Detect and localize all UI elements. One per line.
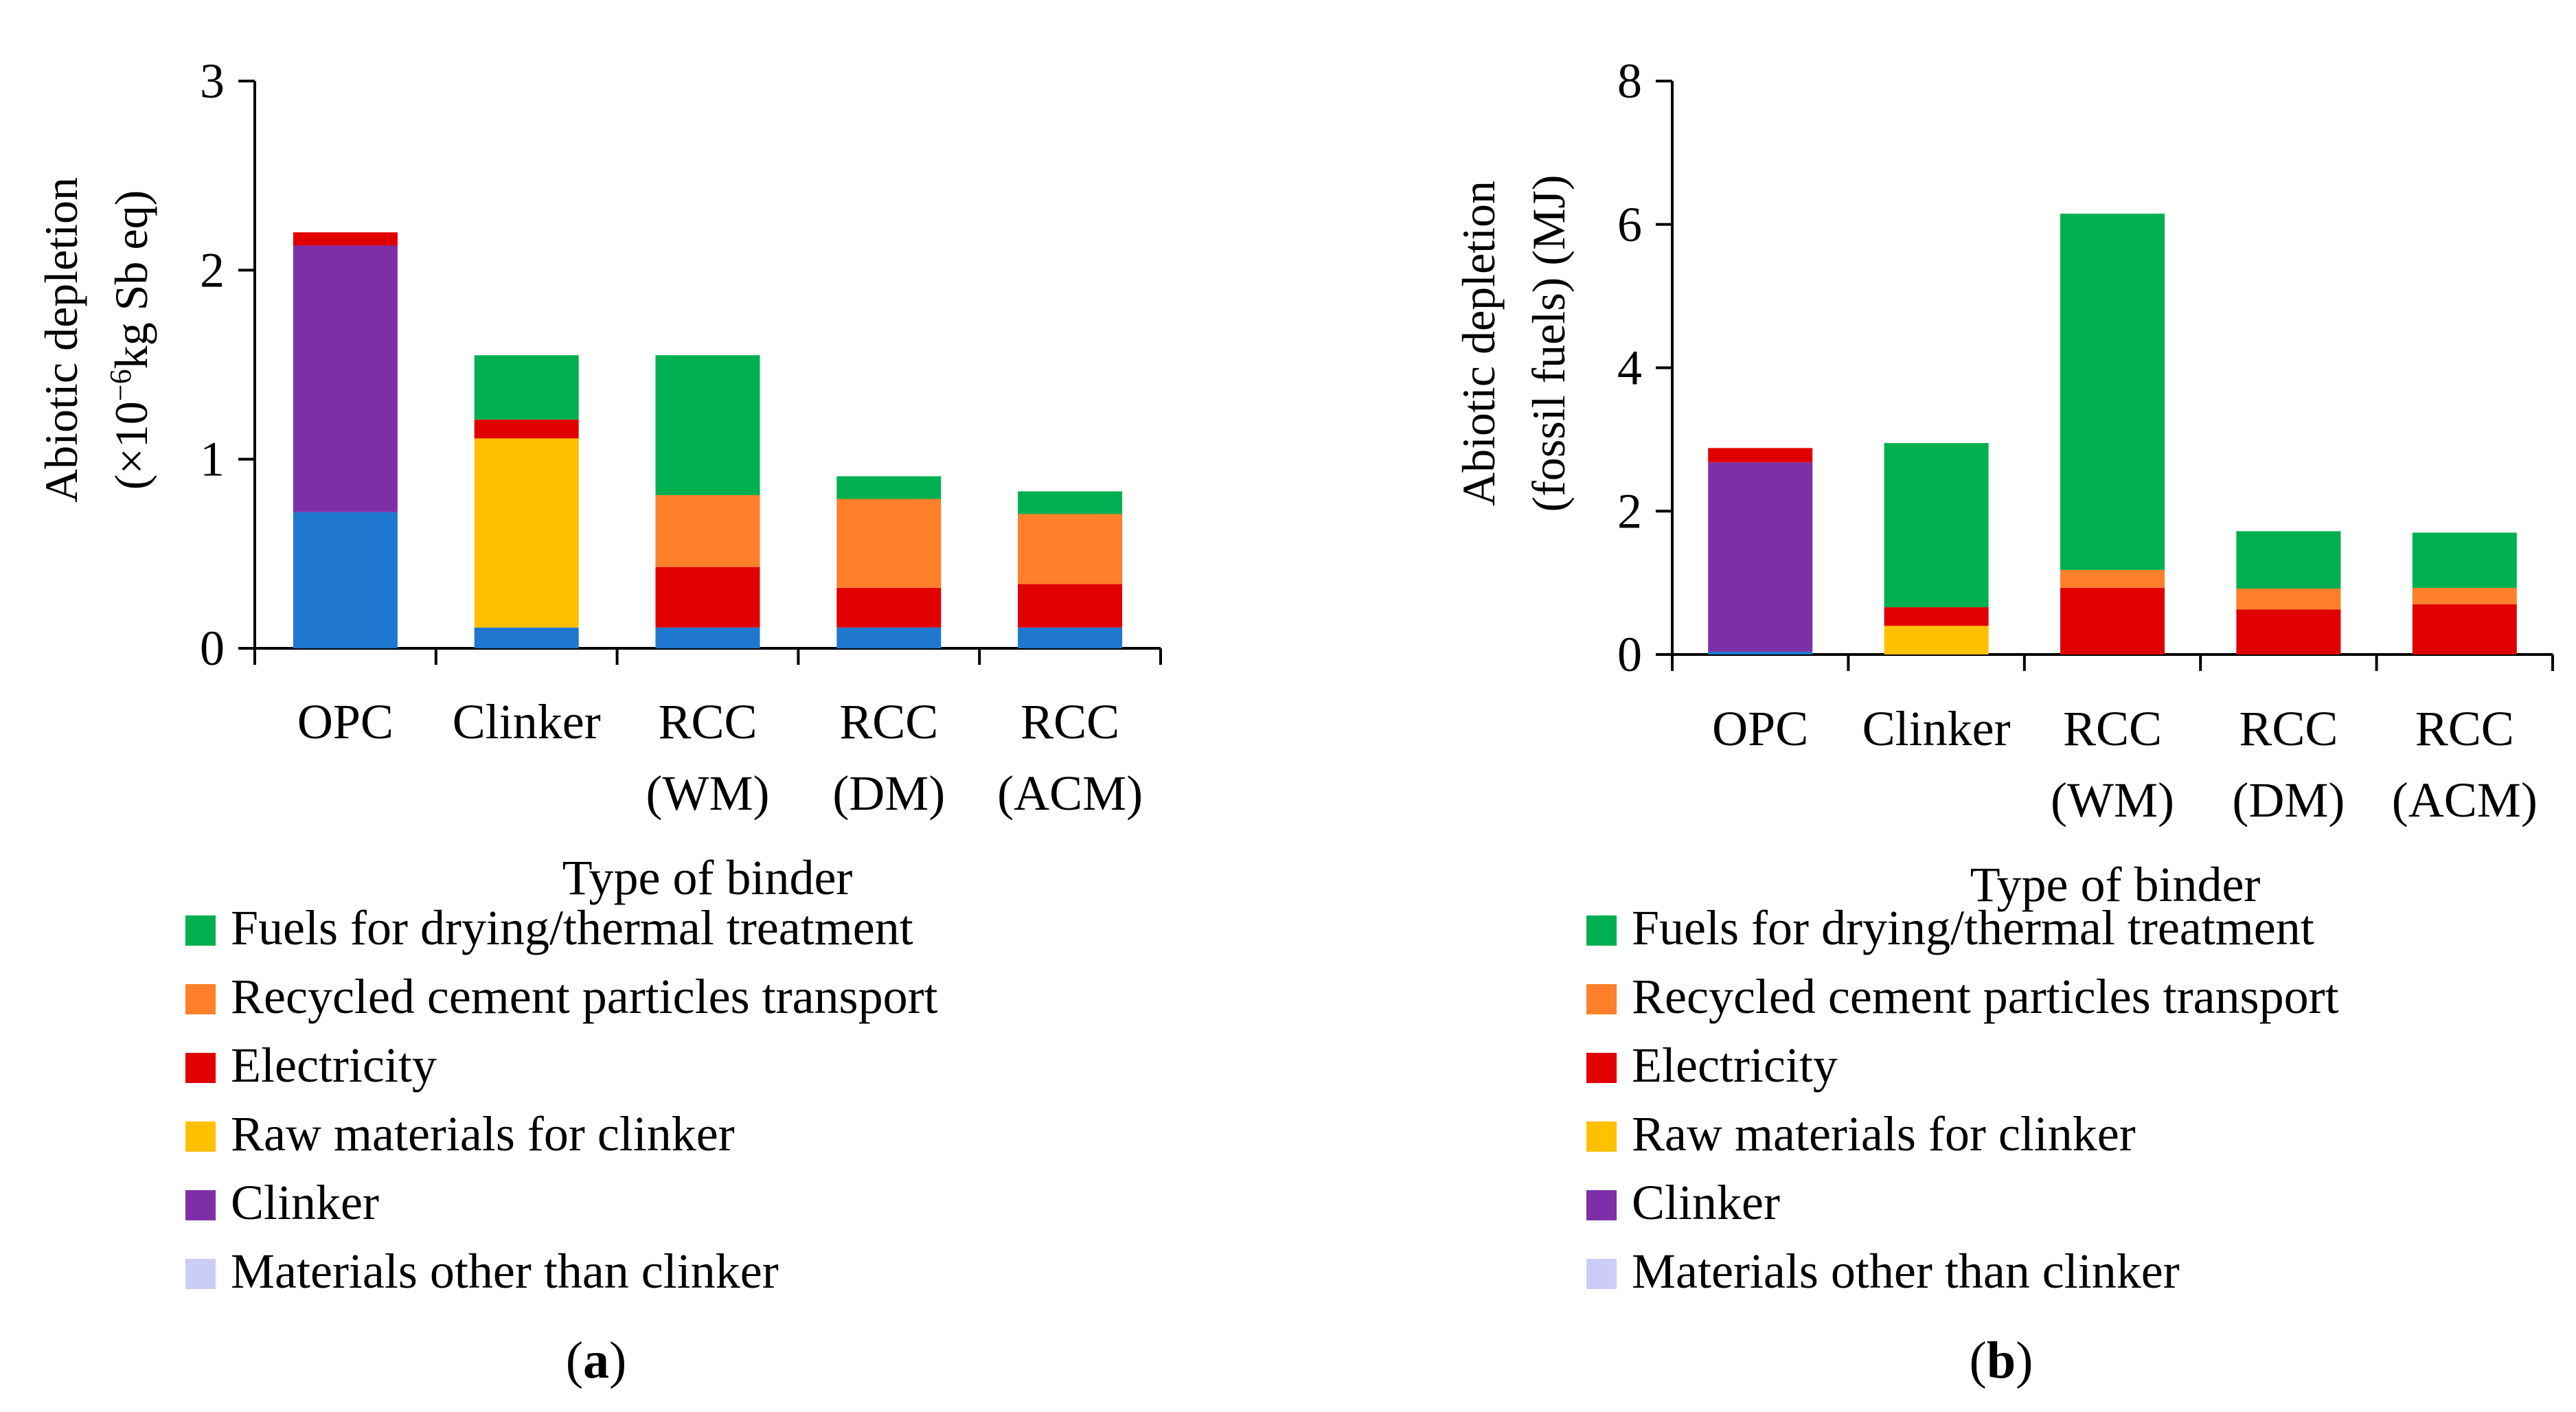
legend-swatch (1586, 1259, 1617, 1289)
bar-segment-fuels-for-drying-thermal-treatment (1018, 491, 1123, 514)
category-label: OPC (297, 694, 394, 749)
category-label: Clinker (1862, 701, 2011, 756)
legend-swatch (185, 915, 216, 946)
chart-panel-a: Abiotic depletion (×10−6kg Sb eq) 0 1 2 3 O… (35, 54, 1162, 1389)
y-axis-title-a-line2: (×10−6kg Sb eq) (104, 190, 157, 490)
bar-segment-electricity (1884, 607, 1989, 626)
y-tick-label: 2 (1617, 483, 1642, 538)
bar-segment-recycled-cement-particles-transport (1018, 514, 1123, 584)
panel-label-b: (b) (1970, 1332, 2033, 1389)
y-tick-label: 6 (1617, 197, 1642, 252)
legend-label: Materials other than clinker (231, 1244, 779, 1299)
bar-segment-electricity (1708, 448, 1813, 463)
bar-segment-electricity (2060, 587, 2165, 654)
legend-swatch (185, 984, 216, 1014)
category-label: Clinker (453, 694, 601, 749)
legend-swatch (1586, 1190, 1617, 1220)
legend-label: Raw materials for clinker (231, 1106, 735, 1161)
legend-label: Materials other than clinker (1632, 1244, 2180, 1299)
y-tick-label: 0 (1617, 627, 1642, 682)
legend-label: Clinker (231, 1175, 379, 1230)
bar-segment-recycled-cement-particles-transport (2060, 569, 2165, 588)
bar-segment-materials-other-than-clinker (474, 627, 579, 648)
bar-segment-electricity (655, 567, 760, 628)
category-label: RCC (1021, 694, 1119, 749)
panel-label-a: (a) (566, 1332, 627, 1389)
bar-segment-raw-materials-for-clinker (1884, 626, 1989, 654)
legend-swatch (185, 1121, 216, 1152)
bar-segment-materials-other-than-clinker (293, 512, 398, 648)
legend-swatch (185, 1259, 216, 1289)
category-label: (DM) (832, 766, 945, 821)
bar-segment-materials-other-than-clinker (655, 627, 760, 648)
y-tick-label: 8 (1617, 54, 1642, 109)
x-axis-title-b: Type of binder (1970, 857, 2261, 912)
legend-swatch (1586, 1053, 1617, 1083)
legend-swatch (185, 1053, 216, 1083)
legend-swatch (1586, 984, 1617, 1014)
category-label: OPC (1712, 701, 1808, 756)
bar-segment-fuels-for-drying-thermal-treatment (655, 355, 760, 495)
category-label: RCC (2239, 701, 2338, 756)
y-tick-label: 3 (200, 54, 225, 109)
bar-segment-materials-other-than-clinker (1708, 651, 1813, 654)
bar-segment-materials-other-than-clinker (836, 627, 942, 648)
legend-label: Recycled cement particles transport (231, 969, 938, 1024)
bar-segment-fuels-for-drying-thermal-treatment (836, 476, 942, 499)
category-label: (WM) (646, 766, 770, 821)
y-tick-label: 0 (200, 621, 225, 676)
category-label: RCC (2063, 701, 2162, 756)
y-tick-label: 2 (200, 242, 225, 297)
bar-segment-recycled-cement-particles-transport (836, 499, 942, 588)
bar-segment-electricity (1018, 584, 1123, 628)
y-axis-title-b-line2: (fossil fuels) (MJ) (1523, 174, 1575, 512)
legend-label: Recycled cement particles transport (1632, 969, 2339, 1024)
category-label: RCC (658, 694, 757, 749)
legend-label: Electricity (1632, 1038, 1838, 1093)
category-label: RCC (839, 694, 938, 749)
legend-swatch (1586, 1121, 1617, 1152)
category-label: (DM) (2232, 773, 2345, 828)
legend-label: Clinker (1632, 1175, 1780, 1230)
bar-segment-fuels-for-drying-thermal-treatment (474, 355, 579, 420)
legend-label: Fuels for drying/thermal treatment (231, 900, 913, 955)
x-axis-title-a: Type of binder (562, 850, 853, 905)
y-tick-label: 1 (200, 432, 225, 487)
bar-segment-clinker (293, 245, 398, 512)
bar-segment-electricity (2236, 609, 2341, 654)
bar-segment-clinker (1708, 462, 1813, 652)
bar-segment-fuels-for-drying-thermal-treatment (2412, 532, 2517, 588)
legend-swatch (1586, 915, 1617, 946)
legend-label: Fuels for drying/thermal treatment (1632, 900, 2314, 955)
category-label: RCC (2415, 701, 2514, 756)
bar-segment-recycled-cement-particles-transport (655, 494, 760, 567)
bar-segment-materials-other-than-clinker (1018, 627, 1123, 648)
category-label: (WM) (2051, 773, 2174, 828)
bar-segment-electricity (2412, 604, 2517, 654)
legend-label: Raw materials for clinker (1632, 1106, 2136, 1161)
bar-segment-recycled-cement-particles-transport (2236, 588, 2341, 610)
y-axis-title-b: Abiotic depletion (1452, 181, 1505, 506)
bar-segment-fuels-for-drying-thermal-treatment (2236, 531, 2341, 589)
bar-segment-electricity (293, 232, 398, 246)
chart-panel-b: Abiotic depletion (fossil fuels) (MJ) 0 2… (1452, 54, 2554, 1389)
category-label: (ACM) (2392, 773, 2538, 828)
bar-segment-recycled-cement-particles-transport (2412, 587, 2517, 604)
y-tick-label: 4 (1617, 341, 1642, 396)
legend-label: Electricity (231, 1038, 437, 1093)
bar-segment-electricity (836, 587, 942, 628)
category-label: (ACM) (997, 766, 1143, 821)
y-axis-title-a: Abiotic depletion (35, 177, 87, 503)
bar-segment-raw-materials-for-clinker (474, 438, 579, 628)
legend-swatch (185, 1190, 216, 1220)
bar-segment-fuels-for-drying-thermal-treatment (2060, 214, 2165, 570)
bar-segment-fuels-for-drying-thermal-treatment (1884, 443, 1989, 608)
bar-segment-electricity (474, 419, 579, 439)
